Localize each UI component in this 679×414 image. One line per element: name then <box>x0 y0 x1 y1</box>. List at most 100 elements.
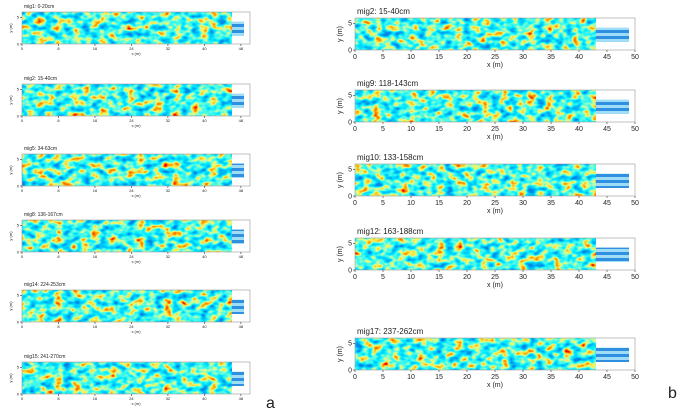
y-tick-label: 0 <box>348 193 352 200</box>
empty-zone <box>595 27 629 42</box>
x-tick-label: 45 <box>603 54 611 61</box>
y-tick-label: 0 <box>17 391 20 396</box>
x-tick-label: 10 <box>407 200 415 207</box>
x-tick-label: 40 <box>575 126 583 133</box>
radargram <box>22 290 232 322</box>
x-axis-label: x (m) <box>131 329 141 334</box>
x-tick-label: 20 <box>463 126 471 133</box>
x-tick-label: 40 <box>202 46 207 51</box>
y-tick-label: 0 <box>17 41 20 46</box>
axes-frame <box>21 11 251 45</box>
x-tick-label: 8 <box>57 46 60 51</box>
x-tick-label: 24 <box>129 254 134 259</box>
x-tick-label: 40 <box>575 200 583 207</box>
x-tick-label: 32 <box>166 188 171 193</box>
x-tick-label: 15 <box>435 374 443 381</box>
y-tick-label: 5 <box>17 223 20 228</box>
x-axis-label: x (m) <box>487 282 503 289</box>
x-tick-label: 45 <box>603 126 611 133</box>
y-axis-label: y (m) <box>337 346 344 362</box>
empty-zone <box>595 173 629 188</box>
x-tick-label: 15 <box>435 200 443 207</box>
x-axis-label: x (m) <box>131 259 141 264</box>
y-axis-label: y (m) <box>337 246 344 262</box>
x-axis-label: x (m) <box>487 382 503 389</box>
radargram <box>355 238 596 270</box>
x-tick-label: 10 <box>407 54 415 61</box>
x-tick-label: 24 <box>129 46 134 51</box>
y-axis-label: y (m) <box>337 172 344 188</box>
x-tick-label: 48 <box>239 118 244 123</box>
y-tick-label: 0 <box>17 319 20 324</box>
x-tick-label: 24 <box>129 118 134 123</box>
x-tick-label: 30 <box>519 374 527 381</box>
x-axis-label: x (m) <box>131 123 141 128</box>
radargram <box>355 18 596 50</box>
x-tick-label: 25 <box>491 374 499 381</box>
y-tick-label: 0 <box>17 113 20 118</box>
y-tick-label: 5 <box>17 293 20 298</box>
y-axis-label: y (m) <box>8 95 13 105</box>
x-tick-label: 32 <box>166 118 171 123</box>
x-tick-label: 32 <box>166 46 171 51</box>
x-tick-label: 10 <box>407 126 415 133</box>
y-axis-label: y (m) <box>8 231 13 241</box>
x-tick-label: 48 <box>239 396 244 401</box>
x-tick-label: 15 <box>435 274 443 281</box>
y-axis-label: y (m) <box>8 165 13 175</box>
x-tick-label: 8 <box>57 324 60 329</box>
x-tick-label: 16 <box>93 254 98 259</box>
x-tick-label: 35 <box>547 126 555 133</box>
x-axis-label: x (m) <box>131 51 141 56</box>
axes-frame <box>21 83 251 117</box>
axes-frame <box>21 219 251 253</box>
radargram <box>22 362 232 394</box>
x-tick-label: 40 <box>575 54 583 61</box>
x-tick-label: 25 <box>491 274 499 281</box>
x-tick-label: 40 <box>575 374 583 381</box>
x-axis-label: x (m) <box>131 193 141 198</box>
x-tick-label: 20 <box>463 200 471 207</box>
x-tick-label: 16 <box>93 324 98 329</box>
x-tick-label: 0 <box>353 374 357 381</box>
empty-zone <box>231 299 244 314</box>
y-tick-label: 0 <box>348 367 352 374</box>
x-tick-label: 20 <box>463 54 471 61</box>
panel-title: mig15: 241-270cm <box>24 354 65 360</box>
x-tick-label: 16 <box>93 396 98 401</box>
x-tick-label: 25 <box>491 200 499 207</box>
radargram <box>22 220 232 252</box>
y-tick-label: 5 <box>348 21 352 28</box>
x-tick-label: 30 <box>519 274 527 281</box>
x-tick-label: 30 <box>519 200 527 207</box>
x-tick-label: 0 <box>353 54 357 61</box>
x-tick-label: 8 <box>57 396 60 401</box>
axes-frame <box>21 361 251 395</box>
radargram <box>22 84 232 116</box>
x-tick-label: 8 <box>57 118 60 123</box>
axes-frame <box>21 289 251 323</box>
x-tick-label: 50 <box>631 374 639 381</box>
empty-zone <box>595 99 629 114</box>
x-tick-label: 0 <box>21 396 24 401</box>
x-axis-label: x (m) <box>487 208 503 215</box>
x-tick-label: 0 <box>353 126 357 133</box>
x-tick-label: 8 <box>57 254 60 259</box>
x-tick-label: 10 <box>407 274 415 281</box>
x-tick-label: 24 <box>129 188 134 193</box>
x-tick-label: 48 <box>239 254 244 259</box>
x-tick-label: 50 <box>631 54 639 61</box>
panel-letter: a <box>266 395 275 412</box>
empty-zone <box>595 347 629 362</box>
x-tick-label: 40 <box>202 396 207 401</box>
radargram <box>355 90 596 122</box>
x-tick-label: 30 <box>519 54 527 61</box>
x-tick-label: 45 <box>603 200 611 207</box>
x-tick-label: 35 <box>547 54 555 61</box>
x-tick-label: 8 <box>57 188 60 193</box>
y-tick-label: 0 <box>348 47 352 54</box>
y-axis-label: y (m) <box>8 23 13 33</box>
y-tick-label: 5 <box>348 167 352 174</box>
panel-title: mig2: 15-40cm <box>24 76 57 82</box>
